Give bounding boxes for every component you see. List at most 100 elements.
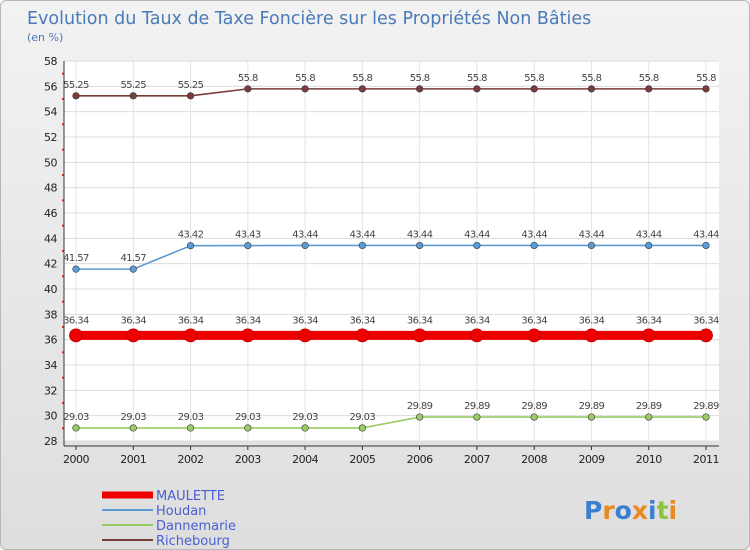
- series-layer: 29.03 29.03 29.03 29.03 29.03 29.03 29.89 29.89…: [63, 73, 720, 432]
- proxiti-logo: Proxiti: [584, 496, 677, 525]
- data-label: 43.44: [292, 229, 318, 240]
- data-point: [358, 424, 366, 432]
- y-minor-tick: [62, 300, 64, 303]
- x-tick-label: 2005: [349, 453, 375, 466]
- data-point: [301, 424, 309, 432]
- y-tick-label: 52: [44, 131, 57, 144]
- x-tick-label: 2004: [292, 453, 318, 466]
- series-line: [75, 88, 707, 97]
- legend-label: Dannemarie: [156, 519, 236, 534]
- logo-letter: r: [602, 496, 615, 525]
- data-point: [470, 328, 484, 343]
- data-label: 55.8: [524, 73, 544, 84]
- y-minor-tick: [62, 250, 64, 252]
- chart-title: Evolution du Taux de Taxe Foncière sur l…: [27, 9, 591, 29]
- data-point: [587, 241, 596, 250]
- data-point: [358, 241, 366, 250]
- data-point: [530, 413, 538, 421]
- data-point: [473, 413, 481, 421]
- data-label: 36.34: [521, 315, 547, 326]
- data-point: [244, 424, 252, 432]
- data-label: 55.25: [120, 80, 146, 91]
- legend-label: Richebourg: [156, 534, 230, 549]
- x-tick-label: 2006: [407, 453, 433, 466]
- logo-letter: x: [632, 496, 648, 525]
- logo-letter: t: [657, 496, 669, 525]
- data-label: 43.44: [579, 229, 605, 240]
- y-tick-label: 30: [44, 410, 57, 423]
- logo-letter: o: [615, 496, 632, 525]
- data-point: [358, 85, 366, 93]
- data-label: 36.34: [464, 315, 490, 326]
- chart-subtitle: (en %): [27, 31, 63, 44]
- data-label: 43.44: [464, 229, 490, 240]
- data-point: [301, 241, 309, 250]
- data-point: [473, 241, 481, 250]
- legend-item-maulette: MAULETTE: [102, 489, 225, 504]
- x-tick-label: 2003: [235, 453, 261, 466]
- y-tick-label: 44: [44, 232, 57, 245]
- y-tick-label: 48: [44, 182, 57, 195]
- y-minor-tick: [62, 148, 64, 151]
- x-tick-label: 2011: [693, 453, 719, 466]
- y-tick-label: 56: [44, 80, 57, 93]
- plot-area: [64, 61, 719, 441]
- y-tick-label: 38: [44, 308, 57, 321]
- data-point: [587, 413, 596, 421]
- data-label: 36.34: [235, 315, 261, 326]
- data-label: 29.03: [178, 412, 204, 423]
- series-richebourg: 55.25 55.25 55.25 55.8 55.8 55.8 55.8 55.8 55.8 5…: [63, 73, 717, 100]
- data-point: [412, 328, 427, 343]
- data-point: [702, 85, 710, 93]
- data-point: [301, 85, 309, 93]
- data-point: [129, 92, 137, 100]
- y-minor-tick: [62, 98, 64, 100]
- series-houdan: 41.57 41.57 43.42 43.43 43.44 43.44 43.44 43.44…: [63, 229, 720, 273]
- data-point: [129, 265, 137, 273]
- data-point: [126, 328, 141, 343]
- data-label: 41.57: [63, 253, 89, 264]
- data-point: [72, 92, 80, 100]
- data-label: 29.89: [464, 401, 490, 412]
- y-minor-tick: [62, 224, 64, 227]
- y-tick-label: 40: [44, 283, 57, 296]
- data-label: 55.8: [352, 73, 372, 84]
- grid: [64, 60, 719, 442]
- data-point: [355, 328, 370, 343]
- y-minor-tick: [62, 275, 64, 278]
- data-point: [527, 328, 542, 343]
- data-point: [645, 413, 653, 421]
- data-label: 36.34: [120, 315, 146, 326]
- y-tick-label: 32: [44, 384, 57, 397]
- data-label: 43.44: [636, 229, 662, 240]
- data-label: 41.57: [120, 253, 146, 264]
- data-label: 29.03: [63, 412, 89, 423]
- data-label: 29.89: [693, 401, 719, 412]
- data-point: [72, 265, 80, 273]
- data-point: [645, 85, 653, 93]
- data-point: [530, 85, 538, 93]
- data-label: 43.44: [407, 229, 433, 240]
- x-tick-label: 2000: [63, 453, 89, 466]
- y-tick-label: 34: [44, 359, 57, 372]
- y-tick-label: 54: [44, 106, 57, 119]
- series-dannemarie: 29.03 29.03 29.03 29.03 29.03 29.03 29.89 29.89…: [63, 401, 720, 432]
- y-axis: 28 30 32 34 36 38 40 42 44 46 48 50 52 54 56 58: [44, 55, 65, 448]
- data-point: [645, 241, 653, 250]
- logo-letter: P: [584, 496, 602, 525]
- y-tick-label: 50: [44, 156, 57, 169]
- data-label: 55.8: [696, 73, 716, 84]
- data-label: 29.03: [350, 412, 376, 423]
- legend-item-richebourg: Richebourg: [102, 534, 230, 549]
- data-label: 55.8: [639, 73, 659, 84]
- data-point: [699, 328, 713, 343]
- y-tick-label: 28: [44, 435, 57, 448]
- y-tick-label: 42: [44, 258, 57, 271]
- data-label: 55.25: [178, 80, 204, 91]
- data-point: [416, 241, 424, 250]
- data-point: [186, 242, 195, 250]
- data-label: 36.34: [636, 315, 662, 326]
- data-point: [530, 241, 538, 250]
